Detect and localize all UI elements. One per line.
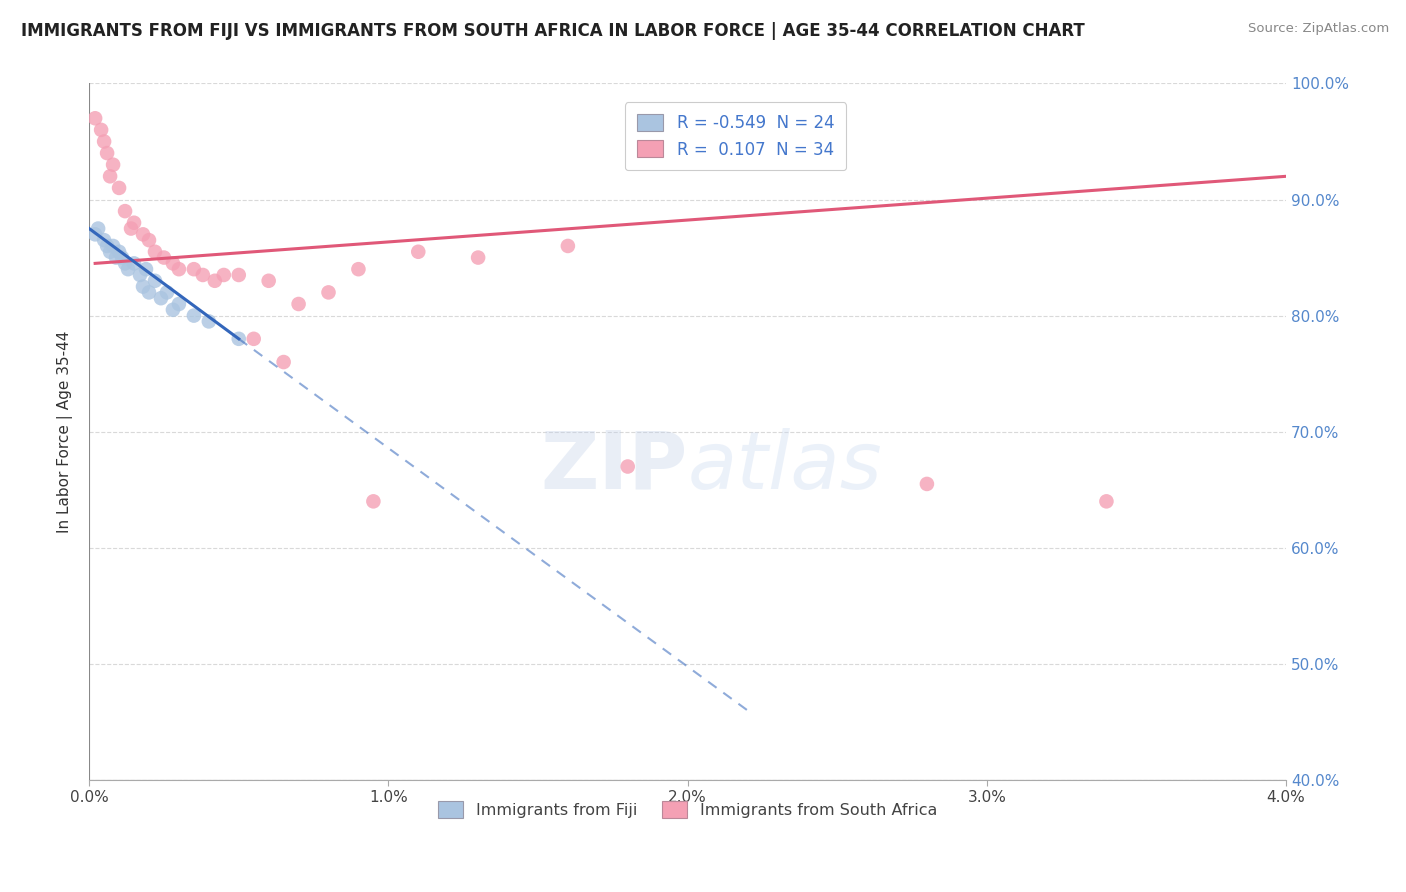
Point — [273, 355, 295, 369]
Point — [149, 291, 172, 305]
Point — [129, 268, 152, 282]
Point — [212, 268, 235, 282]
Point — [114, 204, 136, 219]
Point — [84, 227, 107, 242]
Point — [406, 244, 429, 259]
Point — [87, 221, 110, 235]
Text: IMMIGRANTS FROM FIJI VS IMMIGRANTS FROM SOUTH AFRICA IN LABOR FORCE | AGE 35-44 : IMMIGRANTS FROM FIJI VS IMMIGRANTS FROM … — [21, 22, 1085, 40]
Text: ZIP: ZIP — [540, 427, 688, 506]
Point — [363, 494, 385, 508]
Point — [467, 251, 489, 265]
Point — [191, 268, 214, 282]
Legend: Immigrants from Fiji, Immigrants from South Africa: Immigrants from Fiji, Immigrants from So… — [432, 795, 943, 824]
Point — [93, 135, 115, 149]
Point — [183, 309, 205, 323]
Text: atlas: atlas — [688, 427, 883, 506]
Point — [167, 297, 190, 311]
Point — [101, 239, 124, 253]
Point — [96, 146, 118, 161]
Point — [198, 314, 221, 328]
Point — [138, 285, 160, 300]
Point — [228, 268, 250, 282]
Point — [915, 477, 938, 491]
Point — [93, 233, 115, 247]
Point — [156, 285, 179, 300]
Point — [132, 279, 155, 293]
Point — [143, 244, 166, 259]
Point — [616, 459, 638, 474]
Point — [1095, 494, 1118, 508]
Point — [98, 169, 121, 184]
Point — [120, 221, 142, 235]
Point — [557, 239, 579, 253]
Point — [204, 274, 226, 288]
Point — [122, 256, 145, 270]
Point — [132, 227, 155, 242]
Point — [228, 332, 250, 346]
Point — [153, 251, 176, 265]
Point — [162, 256, 184, 270]
Point — [122, 216, 145, 230]
Point — [114, 256, 136, 270]
Point — [108, 181, 131, 195]
Point — [96, 239, 118, 253]
Point — [162, 302, 184, 317]
Point — [257, 274, 280, 288]
Text: Source: ZipAtlas.com: Source: ZipAtlas.com — [1249, 22, 1389, 36]
Point — [117, 262, 139, 277]
Point — [167, 262, 190, 277]
Point — [287, 297, 309, 311]
Point — [98, 244, 121, 259]
Y-axis label: In Labor Force | Age 35-44: In Labor Force | Age 35-44 — [58, 331, 73, 533]
Point — [111, 251, 134, 265]
Point — [183, 262, 205, 277]
Point — [135, 262, 157, 277]
Point — [143, 274, 166, 288]
Point — [347, 262, 370, 277]
Point — [105, 251, 128, 265]
Point — [108, 244, 131, 259]
Point — [138, 233, 160, 247]
Point — [90, 123, 112, 137]
Point — [318, 285, 340, 300]
Point — [84, 112, 107, 126]
Point — [101, 158, 124, 172]
Point — [242, 332, 264, 346]
